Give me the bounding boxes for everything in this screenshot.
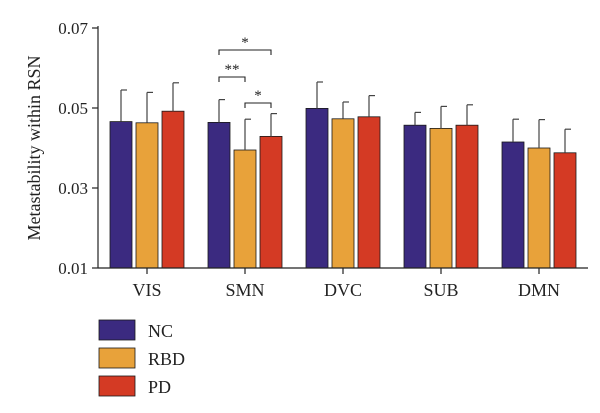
error-bar-sub-pd [466,104,473,126]
significance-label: * [241,35,249,51]
bar-smn-pd [259,135,283,269]
legend-swatch [98,319,136,341]
y-axis-title: Metastability within RSN [24,55,44,240]
bar-dmn-rbd [527,147,551,269]
error-bar-dmn-nc [512,118,519,142]
bar-vis-pd [161,110,185,269]
significance-bracket-rbd-pd: * [244,88,272,108]
error-bar-dmn-rbd [538,118,545,148]
x-tick-label-dmn: DMN [518,280,560,300]
error-bar-dmn-pd [564,128,571,153]
error-bar-vis-pd [172,82,179,112]
error-bar-vis-rbd [146,91,153,123]
x-tick-label-vis: VIS [132,280,161,300]
x-tick-label-smn: SMN [225,280,264,300]
error-bar-dvc-rbd [342,101,349,119]
axes-layer: 0.01 0.03 0.05 0.07 VIS SMN DVC SUB DMN [58,19,588,300]
error-bar-vis-nc [120,89,127,122]
error-bar-smn-pd [270,112,277,137]
legend: NC RBD PD [98,319,185,397]
bar-smn-rbd [233,149,257,269]
legend-item-pd: PD [98,375,171,397]
bar-dvc-rbd [331,118,355,269]
significance-bracket-nc-rbd: ** [218,62,246,82]
bar-sub-pd [455,124,479,269]
bar-sub-rbd [429,127,453,269]
legend-item-rbd: RBD [98,347,185,369]
y-tick-label: 0.01 [58,259,88,278]
significance-bracket-nc-pd: * [218,35,272,55]
legend-item-nc: NC [98,319,173,341]
y-tick-label: 0.03 [58,179,88,198]
legend-swatch [98,375,136,397]
x-tick-label-dvc: DVC [324,280,362,300]
bar-dvc-nc [305,108,329,269]
significance-label: ** [225,62,240,78]
bar-vis-rbd [135,122,159,269]
bars-layer [109,108,577,269]
bar-dmn-pd [553,152,577,269]
x-tick-label-sub: SUB [423,280,458,300]
y-tick-label: 0.07 [58,19,88,38]
bar-dvc-pd [357,116,381,269]
error-bar-smn-rbd [244,118,251,150]
error-bar-sub-nc [414,111,421,126]
significance-layer: **** [218,35,272,108]
bar-sub-nc [403,124,427,269]
bar-vis-nc [109,121,133,269]
legend-label: NC [148,321,173,341]
error-bar-dvc-pd [368,94,375,117]
error-bar-sub-rbd [440,105,447,129]
y-tick-label: 0.05 [58,99,88,118]
legend-label: RBD [148,349,185,369]
error-bar-smn-nc [218,98,225,123]
bar-smn-nc [207,122,231,269]
legend-label: PD [148,377,171,397]
error-bar-dvc-nc [316,81,323,109]
error-bars-layer [120,81,571,153]
legend-swatch [98,347,136,369]
significance-label: * [254,88,262,104]
bar-dmn-nc [501,141,525,269]
